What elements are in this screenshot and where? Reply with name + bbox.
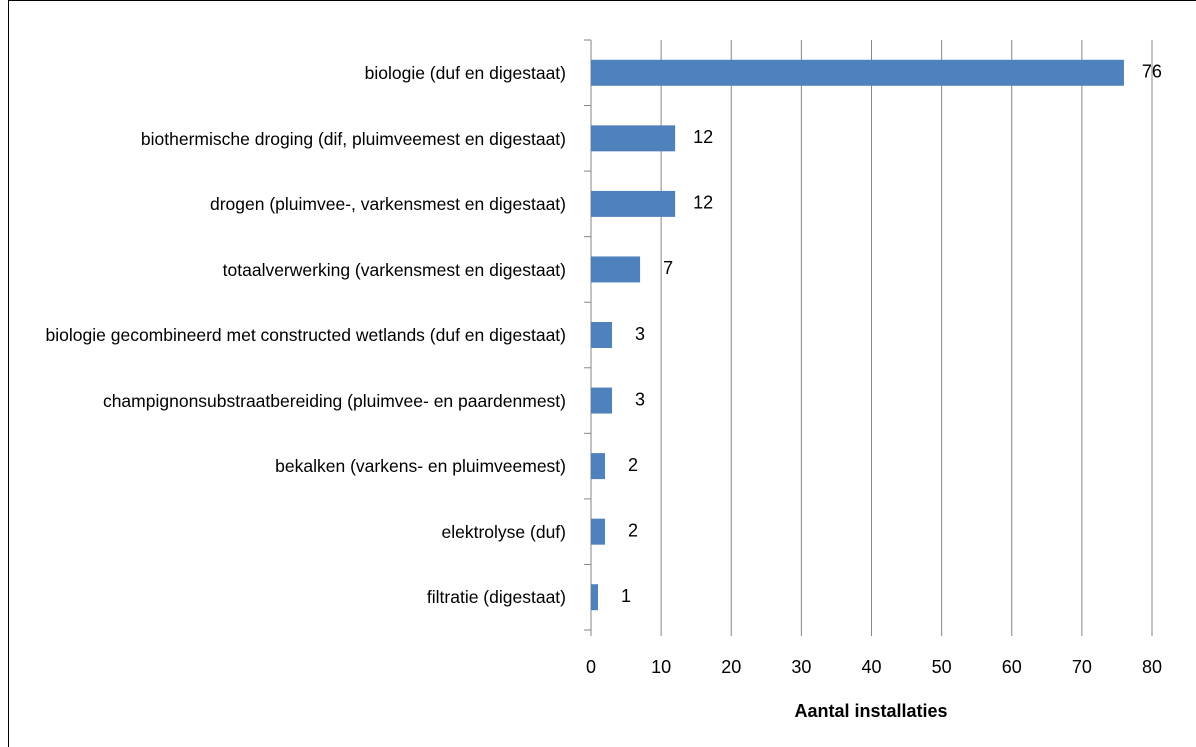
category-label-box: elektrolyse (duf) bbox=[6, 499, 567, 565]
category-label: biologie (duf en digestaat) bbox=[364, 63, 566, 83]
data-label: 12 bbox=[693, 127, 713, 147]
data-label: 2 bbox=[628, 520, 638, 540]
category-label-box: biologie (duf en digestaat) bbox=[6, 40, 566, 106]
data-label: 3 bbox=[635, 324, 645, 344]
x-tick-label: 60 bbox=[1002, 657, 1022, 677]
bar bbox=[591, 125, 676, 152]
category-label-wrap: bekalken (varkens- en pluimveemest) bbox=[6, 433, 566, 499]
category-label: champignonsubstraatbereiding (pluimvee- … bbox=[102, 390, 566, 411]
category-label-wrap: biologie gecombineerd met constructed we… bbox=[6, 302, 566, 368]
category-label-wrap: biothermische droging (dif, pluimveemest… bbox=[6, 106, 566, 172]
category-label: filtratie (digestaat) bbox=[426, 587, 566, 608]
x-tick-label: 50 bbox=[932, 657, 952, 677]
data-label: 1 bbox=[621, 586, 631, 606]
x-tick-label: 70 bbox=[1072, 657, 1092, 677]
category-label: biologie gecombineerd met constructed we… bbox=[45, 325, 566, 346]
bar bbox=[591, 584, 599, 611]
data-label: 7 bbox=[663, 258, 673, 278]
x-tick-label: 30 bbox=[791, 657, 811, 677]
x-tick-label: 20 bbox=[721, 657, 741, 677]
x-tick-label: 0 bbox=[586, 657, 596, 677]
data-label: 12 bbox=[693, 193, 713, 213]
x-axis-label: Aantal installaties bbox=[794, 701, 947, 721]
category-label: biothermische droging (dif, pluimveemest… bbox=[140, 128, 566, 149]
bar bbox=[591, 322, 613, 348]
bar bbox=[591, 256, 641, 283]
bar bbox=[591, 59, 1124, 86]
data-label: 76 bbox=[1142, 62, 1162, 82]
category-label: totaalverwerking (varkensmest en digesta… bbox=[222, 259, 566, 280]
category-label-wrap: biologie (duf en digestaat) bbox=[6, 40, 566, 106]
category-label-box: biothermische droging (dif, pluimveemest… bbox=[6, 106, 566, 172]
x-tick-label: 40 bbox=[861, 657, 881, 677]
category-label: bekalken (varkens- en pluimveemest) bbox=[275, 456, 566, 477]
frame bbox=[8, 0, 1196, 747]
category-label-box: drogen (pluimvee-, varkensmest en digest… bbox=[6, 171, 566, 237]
category-label-box: biologie gecombineerd met constructed we… bbox=[6, 302, 566, 368]
category-label-wrap: filtratie (digestaat) bbox=[6, 564, 566, 630]
bar bbox=[591, 387, 613, 414]
category-label-box: filtratie (digestaat) bbox=[6, 564, 566, 630]
category-label: drogen (pluimvee-, varkensmest en digest… bbox=[209, 194, 566, 215]
bar bbox=[591, 518, 606, 545]
category-label-wrap: drogen (pluimvee-, varkensmest en digest… bbox=[6, 171, 566, 237]
category-label-wrap: champignonsubstraatbereiding (pluimvee- … bbox=[6, 368, 566, 434]
x-tick-label: 10 bbox=[651, 657, 671, 677]
bar bbox=[591, 453, 606, 480]
data-label: 2 bbox=[628, 455, 638, 475]
category-label-wrap: totaalverwerking (varkensmest en digesta… bbox=[6, 237, 566, 303]
category-label-box: champignonsubstraatbereiding (pluimvee- … bbox=[6, 368, 566, 434]
category-label-wrap: elektrolyse (duf) bbox=[6, 499, 567, 565]
category-label: elektrolyse (duf) bbox=[441, 521, 567, 542]
x-tick-label: 80 bbox=[1142, 657, 1162, 677]
category-label-box: totaalverwerking (varkensmest en digesta… bbox=[6, 237, 566, 303]
category-label-box: bekalken (varkens- en pluimveemest) bbox=[6, 433, 566, 499]
data-label: 3 bbox=[635, 389, 645, 409]
bar bbox=[591, 190, 676, 217]
